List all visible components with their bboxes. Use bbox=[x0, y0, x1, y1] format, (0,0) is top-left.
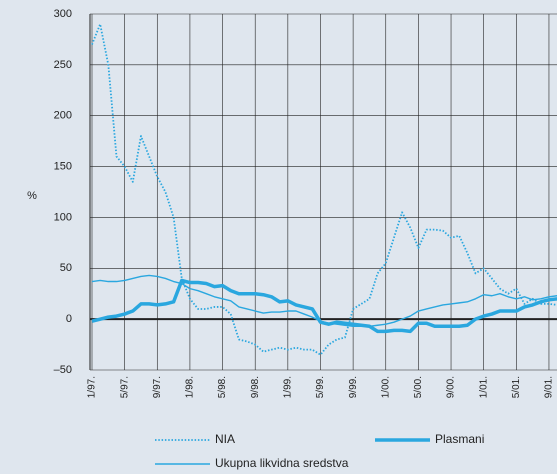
series-line bbox=[91, 274, 557, 327]
legend-label: NIA bbox=[215, 432, 235, 446]
x-tick-label: 5/00. bbox=[413, 376, 424, 398]
x-tick-label: 1/98. bbox=[185, 376, 196, 398]
x-tick-label: 9/98. bbox=[250, 376, 261, 398]
y-tick-label: 0 bbox=[66, 313, 72, 325]
series-line bbox=[91, 278, 557, 334]
x-tick-label: 5/98. bbox=[217, 376, 228, 398]
legend-label: Plasmani bbox=[435, 432, 484, 446]
x-tick-label: 9/97. bbox=[152, 376, 163, 398]
x-tick-label: 5/99. bbox=[315, 376, 326, 398]
legend-label: Ukupna likvidna sredstva bbox=[215, 456, 349, 470]
y-tick-label: 250 bbox=[54, 59, 72, 71]
y-tick-label: 150 bbox=[54, 160, 72, 172]
x-tick-label: 9/99. bbox=[348, 376, 359, 398]
x-tick-label: 1/01. bbox=[478, 376, 489, 398]
y-tick-label: 100 bbox=[54, 211, 72, 223]
y-tick-label: –50 bbox=[54, 364, 72, 376]
x-tick-label: 1/97. bbox=[87, 376, 98, 398]
x-tick-label: 5/01. bbox=[511, 376, 522, 398]
y-tick-label: 200 bbox=[54, 110, 72, 122]
y-tick-label: 300 bbox=[54, 8, 72, 20]
x-tick-label: 9/00. bbox=[446, 376, 457, 398]
y-axis-label: % bbox=[27, 190, 37, 202]
x-tick-label: 9/01. bbox=[544, 376, 555, 398]
x-tick-label: 1/00. bbox=[380, 376, 391, 398]
y-tick-label: 50 bbox=[60, 262, 72, 274]
x-tick-label: 1/99. bbox=[282, 376, 293, 398]
x-tick-label: 5/97. bbox=[119, 376, 130, 398]
